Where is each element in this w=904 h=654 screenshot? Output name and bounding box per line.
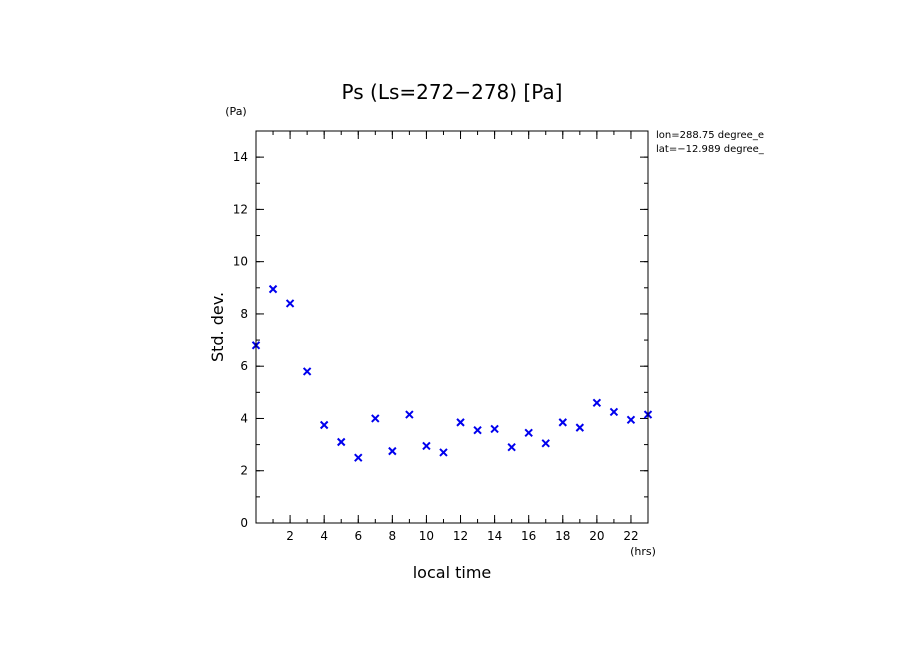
axes: 2 4 6 8 10 12 14 16 18 20 22 0 2 4 6 8 10 12 14 bbox=[233, 131, 648, 543]
data-point bbox=[626, 415, 636, 424]
y-tick-label: 4 bbox=[240, 411, 248, 425]
data-point bbox=[422, 441, 431, 451]
data-point bbox=[405, 410, 414, 419]
lat-annotation: lat=−12.989 degree_ bbox=[656, 144, 765, 155]
data-point bbox=[575, 423, 585, 432]
y-tick-label: 6 bbox=[240, 359, 248, 373]
x-tick-label: 18 bbox=[555, 529, 570, 543]
x-tick-label: 2 bbox=[286, 529, 294, 543]
data-point bbox=[302, 367, 312, 376]
data-point bbox=[541, 439, 550, 448]
y-tick-label: 14 bbox=[233, 150, 248, 164]
data-point bbox=[592, 398, 602, 407]
x-tick-label: 22 bbox=[623, 529, 638, 543]
x-tick-label: 14 bbox=[487, 529, 502, 543]
y-axis-unit: (Pa) bbox=[225, 105, 246, 118]
data-point bbox=[490, 424, 499, 434]
data-point bbox=[524, 428, 533, 438]
chart-title: Ps (Ls=272−278) [Pa] bbox=[342, 80, 563, 104]
plot-frame bbox=[255, 130, 649, 524]
x-tick-label: 16 bbox=[521, 529, 536, 543]
data-point bbox=[337, 437, 346, 447]
x-tick-label: 10 bbox=[419, 529, 434, 543]
data-point bbox=[439, 448, 448, 457]
data-point bbox=[268, 284, 278, 294]
data-point bbox=[319, 420, 329, 430]
data-point bbox=[558, 418, 567, 427]
x-axis-title: local time bbox=[413, 563, 492, 582]
y-tick-label: 8 bbox=[240, 307, 248, 321]
data-point bbox=[456, 418, 465, 427]
data-point bbox=[609, 407, 619, 417]
x-tick-label: 20 bbox=[589, 529, 604, 543]
y-axis-title: Std. dev. bbox=[208, 292, 227, 362]
lon-annotation: lon=288.75 degree_e bbox=[656, 130, 764, 141]
data-point bbox=[354, 453, 363, 462]
data-points bbox=[251, 284, 653, 462]
data-point bbox=[285, 299, 295, 308]
x-tick-label: 8 bbox=[389, 529, 397, 543]
x-tick-label: 4 bbox=[320, 529, 328, 543]
y-tick-label: 10 bbox=[233, 255, 248, 269]
data-point bbox=[371, 414, 380, 423]
y-tick-label: 12 bbox=[233, 202, 248, 216]
x-tick-label: 6 bbox=[354, 529, 362, 543]
x-tick-label: 12 bbox=[453, 529, 468, 543]
y-tick-label: 0 bbox=[240, 516, 248, 530]
data-point bbox=[388, 446, 397, 456]
data-point bbox=[473, 426, 482, 435]
data-point bbox=[507, 443, 516, 452]
y-tick-label: 2 bbox=[240, 464, 248, 478]
x-axis-unit: (hrs) bbox=[630, 545, 656, 558]
